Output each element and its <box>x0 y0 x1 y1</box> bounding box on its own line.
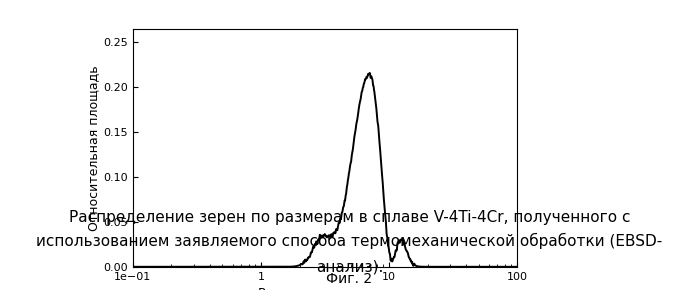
Text: Распределение зерен по размерам в сплаве V-4Ti-4Cr, полученного с: Распределение зерен по размерам в сплаве… <box>69 210 630 225</box>
Text: Фиг. 2: Фиг. 2 <box>326 272 373 286</box>
Text: использованием заявляемого способа термомеханической обработки (EBSD-: использованием заявляемого способа термо… <box>36 233 663 249</box>
X-axis label: Размеры зерен, мкм: Размеры зерен, мкм <box>258 287 392 290</box>
Y-axis label: Относительная площадь: Относительная площадь <box>87 65 101 231</box>
Text: анализ).: анализ). <box>316 259 383 274</box>
